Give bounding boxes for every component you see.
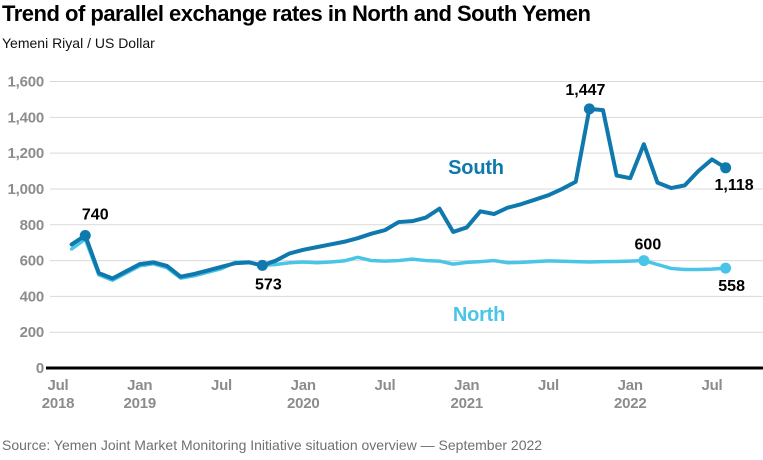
y-tick-label: 400	[20, 288, 44, 305]
x-tick-label-month: Jan	[618, 377, 643, 394]
x-tick-label-year: 2021	[450, 395, 483, 412]
y-tick-label: 800	[20, 217, 44, 234]
x-tick-label-month: Jul	[538, 377, 559, 394]
data-point-label: 1,118	[714, 177, 753, 194]
data-point-marker-north	[720, 262, 732, 274]
chart-subtitle: Yemeni Riyal / US Dollar	[2, 35, 155, 51]
data-point-label: 573	[255, 276, 282, 293]
x-tick-label-month: Jul	[47, 377, 68, 394]
line-chart: 02004006008001,0001,2001,4001,600Jul2018…	[7, 74, 763, 412]
x-tick-label-year: 2019	[123, 395, 156, 412]
data-point-marker-south	[79, 229, 91, 241]
x-tick-label-month: Jul	[211, 377, 232, 394]
x-tick-label-month: Jul	[374, 377, 395, 394]
x-tick-label-year: 2018	[42, 395, 75, 412]
y-tick-label: 600	[20, 253, 44, 270]
x-tick-label-month: Jul	[701, 377, 722, 394]
y-tick-label: 1,000	[7, 181, 44, 198]
x-tick-label-year: 2020	[287, 395, 320, 412]
series-line-north	[69, 237, 728, 283]
data-point-label: 1,447	[565, 82, 605, 99]
data-point-marker-south	[583, 103, 595, 115]
y-tick-label: 200	[20, 324, 44, 341]
data-point-label: 740	[82, 206, 109, 223]
x-tick-label-month: Jan	[454, 377, 479, 394]
series-label-south: South	[448, 157, 504, 179]
series-label-north: North	[453, 304, 505, 326]
data-point-marker-north	[638, 255, 650, 267]
chart-title: Trend of parallel exchange rates in Nort…	[2, 1, 591, 26]
source-note: Source: Yemen Joint Market Monitoring In…	[2, 437, 543, 453]
y-tick-label: 0	[36, 360, 44, 377]
data-point-label: 600	[635, 237, 662, 254]
data-point-marker-south	[256, 259, 268, 271]
y-tick-label: 1,200	[7, 145, 44, 162]
x-tick-label-month: Jan	[291, 377, 316, 394]
y-tick-label: 1,600	[7, 74, 44, 91]
series-line-south	[69, 106, 728, 281]
x-tick-label-month: Jan	[127, 377, 152, 394]
y-tick-label: 1,400	[7, 109, 44, 126]
x-tick-label-year: 2022	[614, 395, 647, 412]
data-point-marker-south	[720, 162, 732, 174]
data-point-label: 558	[718, 278, 745, 295]
